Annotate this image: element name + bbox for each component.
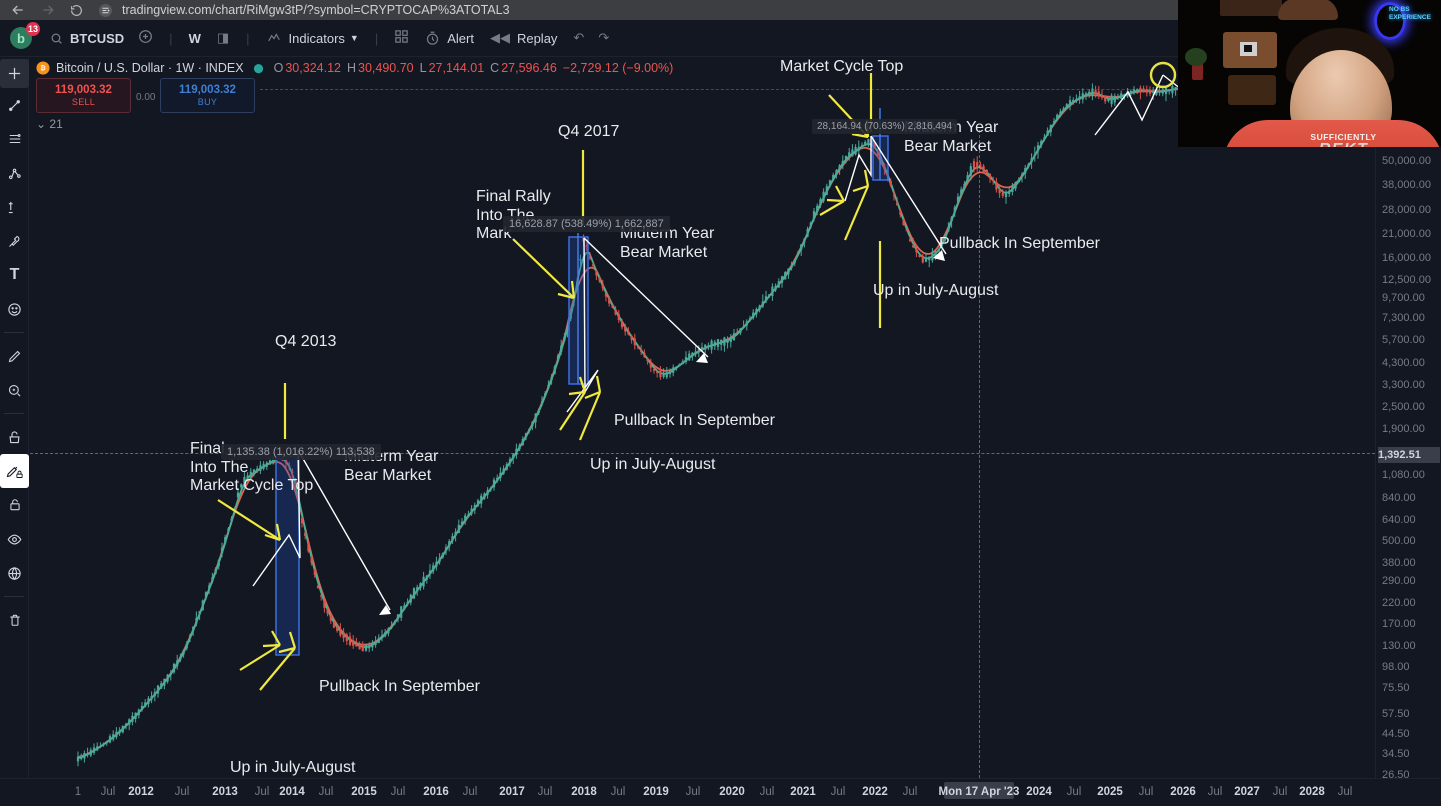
svg-text:₿: ₿ bbox=[40, 64, 46, 72]
